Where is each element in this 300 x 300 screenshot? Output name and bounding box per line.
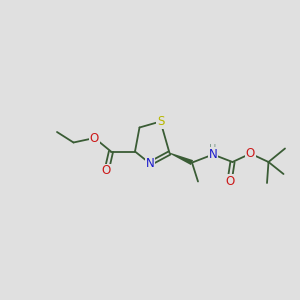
Text: O: O	[246, 147, 255, 160]
Text: S: S	[157, 115, 164, 128]
Text: O: O	[90, 131, 99, 145]
Text: H: H	[209, 143, 216, 154]
Text: O: O	[102, 164, 111, 178]
Polygon shape	[169, 153, 193, 165]
Text: N: N	[146, 157, 154, 170]
Text: O: O	[225, 175, 234, 188]
Text: N: N	[208, 148, 217, 161]
